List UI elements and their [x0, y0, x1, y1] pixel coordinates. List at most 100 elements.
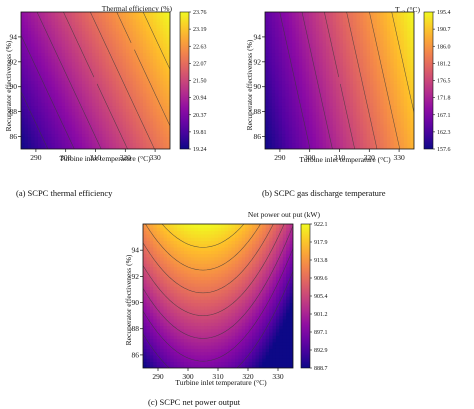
heatmap-cell: [194, 237, 199, 241]
heatmap-cell: [312, 36, 317, 41]
heatmap-cell: [356, 136, 361, 141]
heatmap-cell: [353, 80, 358, 85]
heatmap-cell: [166, 43, 170, 47]
heatmap-cell: [342, 12, 347, 16]
heatmap-cell: [34, 133, 39, 138]
heatmap-cell: [163, 99, 168, 103]
heatmap-cell: [295, 52, 300, 57]
heatmap-cell: [102, 96, 107, 100]
heatmap-cell: [95, 114, 100, 119]
heatmap-cell: [197, 243, 202, 248]
heatmap-cell: [163, 142, 168, 147]
heatmap-cell: [105, 114, 110, 119]
heatmap-cell: [109, 102, 114, 107]
heatmap-cell: [51, 99, 56, 103]
heatmap-cell: [115, 117, 120, 122]
heatmap-cell: [197, 354, 202, 359]
heatmap-cell: [139, 89, 144, 94]
heatmap-cell: [142, 102, 147, 107]
heatmap-cell: [353, 46, 358, 50]
heatmap-cell: [336, 30, 341, 35]
heatmap-cell: [81, 102, 86, 107]
heatmap-cell: [383, 136, 388, 141]
heatmap-cell: [342, 127, 347, 131]
heatmap-cell: [369, 30, 374, 35]
heatmap-cell: [305, 80, 310, 85]
heatmap-cell: [24, 114, 29, 119]
heatmap-cell: [173, 246, 178, 251]
heatmap-cell: [92, 92, 97, 97]
heatmap-cell: [125, 83, 130, 88]
heatmap-cell: [81, 124, 86, 128]
heatmap-cell: [183, 276, 188, 281]
heatmap-cell: [319, 142, 324, 147]
heatmap-cell: [288, 120, 293, 125]
heatmap-cell: [339, 36, 344, 41]
heatmap-cell: [139, 142, 144, 147]
heatmap-field: [143, 224, 293, 368]
heatmap-cell: [95, 130, 100, 135]
heatmap-cell: [139, 127, 144, 131]
heatmap-cell: [163, 49, 168, 54]
heatmap-cell: [139, 21, 144, 26]
heatmap-cell: [109, 52, 114, 57]
heatmap-cell: [153, 52, 158, 57]
heatmap-cell: [95, 55, 100, 60]
heatmap-cell: [112, 89, 117, 94]
heatmap-cell: [383, 89, 388, 94]
heatmap-cell: [88, 27, 93, 32]
heatmap-cell: [129, 114, 134, 119]
heatmap-cell: [166, 315, 171, 320]
heatmap-cell: [132, 142, 137, 147]
heatmap-cell: [292, 21, 297, 26]
heatmap-cell: [85, 12, 90, 16]
heatmap-cell: [309, 21, 314, 26]
heatmap-cell: [200, 266, 205, 271]
heatmap-cell: [383, 71, 388, 75]
heatmap-cell: [271, 105, 276, 110]
heatmap-cell: [207, 240, 212, 245]
heatmap-cell: [125, 68, 130, 72]
heatmap-cell: [339, 71, 344, 75]
heatmap-cell: [75, 105, 80, 110]
heatmap-cell: [359, 74, 364, 78]
heatmap-cell: [41, 33, 46, 38]
heatmap-cell: [305, 77, 310, 82]
heatmap-cell: [48, 55, 53, 60]
heatmap-cell: [376, 33, 381, 38]
heatmap-cell: [85, 58, 90, 63]
heatmap-cell: [146, 46, 151, 50]
heatmap-cell: [319, 36, 324, 41]
heatmap-cell: [88, 86, 93, 91]
heatmap-cell: [275, 74, 280, 78]
heatmap-cell: [278, 99, 283, 103]
heatmap-cell: [173, 364, 178, 368]
heatmap-cell: [149, 130, 154, 135]
heatmap-cell: [156, 328, 161, 333]
heatmap-cell: [281, 117, 286, 122]
heatmap-cell: [85, 133, 90, 138]
heatmap-cell: [376, 99, 381, 103]
heatmap-cell: [85, 86, 90, 91]
heatmap-cell: [160, 309, 165, 313]
heatmap-cell: [166, 273, 171, 277]
heatmap-cell: [31, 120, 36, 125]
heatmap-cell: [187, 328, 192, 333]
heatmap-cell: [281, 74, 286, 78]
heatmap-cell: [190, 351, 195, 356]
heatmap-cell: [71, 86, 76, 91]
heatmap-cell: [339, 102, 344, 107]
heatmap-cell: [142, 130, 147, 135]
heatmap-cell: [380, 86, 385, 91]
heatmap-cell: [197, 253, 202, 258]
heatmap-cell: [190, 345, 195, 349]
heatmap-cell: [136, 15, 141, 19]
heatmap-cell: [305, 61, 310, 66]
heatmap-cell: [139, 74, 144, 78]
heatmap-cell: [194, 358, 199, 363]
heatmap-cell: [132, 117, 137, 122]
heatmap-cell: [109, 43, 114, 47]
heatmap-cell: [356, 58, 361, 63]
heatmap-cell: [407, 55, 412, 60]
heatmap-cell: [170, 351, 175, 356]
